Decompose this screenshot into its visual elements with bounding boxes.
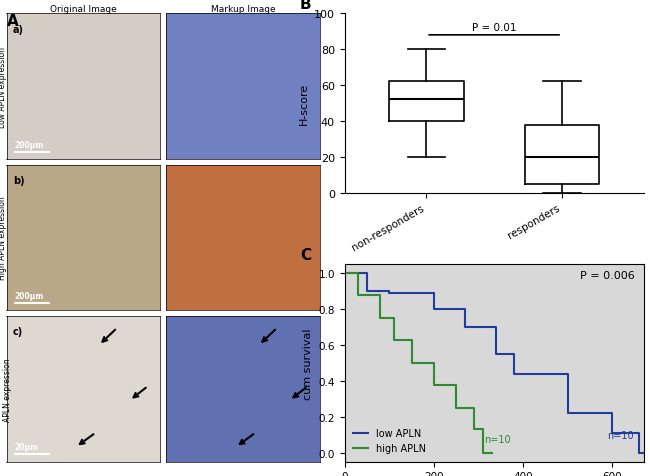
Text: c): c) xyxy=(12,327,23,337)
Y-axis label: H-score: H-score xyxy=(298,83,309,125)
Line: high APLN: high APLN xyxy=(344,274,492,453)
low APLN xyxy=(341,271,348,277)
low APLN xyxy=(462,325,469,330)
low APLN xyxy=(608,430,616,436)
high APLN xyxy=(430,382,438,387)
low APLN xyxy=(640,450,647,456)
high APLN xyxy=(341,271,348,277)
low APLN xyxy=(532,371,540,377)
low APLN xyxy=(493,351,500,357)
Text: A: A xyxy=(6,14,18,29)
high APLN xyxy=(408,360,415,366)
low APLN xyxy=(510,371,518,377)
low APLN xyxy=(564,410,571,416)
Y-axis label: High APLN expression: High APLN expression xyxy=(0,196,7,280)
Text: 200μm: 200μm xyxy=(14,291,44,300)
high APLN xyxy=(376,316,384,321)
Text: C: C xyxy=(300,247,311,262)
Text: B: B xyxy=(300,0,311,12)
Y-axis label: Low APLN expression: Low APLN expression xyxy=(0,47,7,128)
low APLN xyxy=(385,290,393,296)
high APLN xyxy=(390,337,398,343)
Legend: low APLN, high APLN: low APLN, high APLN xyxy=(350,424,430,457)
Text: P = 0.01: P = 0.01 xyxy=(472,23,516,33)
Text: 200μm: 200μm xyxy=(14,140,44,149)
low APLN xyxy=(363,289,371,295)
Title: Markup Image: Markup Image xyxy=(211,5,276,13)
high APLN xyxy=(470,426,478,432)
Y-axis label: Putative vascular
APLN expression: Putative vascular APLN expression xyxy=(0,356,12,422)
Title: Original Image: Original Image xyxy=(50,5,117,13)
low APLN xyxy=(582,410,590,416)
high APLN xyxy=(479,450,487,456)
Text: n=10: n=10 xyxy=(484,434,510,444)
low APLN xyxy=(635,450,643,456)
Y-axis label: cum survival: cum survival xyxy=(303,327,313,399)
Text: 20μm: 20μm xyxy=(14,443,38,452)
low APLN xyxy=(430,307,438,312)
Line: low APLN: low APLN xyxy=(344,274,644,453)
Text: P = 0.006: P = 0.006 xyxy=(580,271,634,281)
Text: n=10: n=10 xyxy=(607,430,634,440)
Text: a): a) xyxy=(12,24,23,34)
high APLN xyxy=(452,405,460,411)
high APLN xyxy=(354,292,362,298)
high APLN xyxy=(488,450,496,456)
Text: b): b) xyxy=(12,176,24,186)
low APLN xyxy=(626,430,634,436)
